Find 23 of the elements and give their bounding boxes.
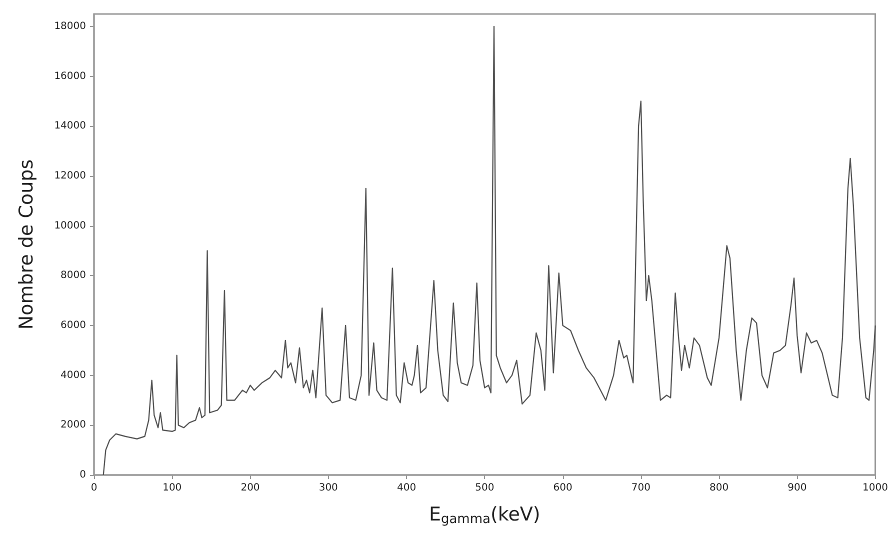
y-tick-label: 18000 <box>54 20 86 32</box>
x-tick-label: 600 <box>553 482 572 494</box>
y-tick-label: 16000 <box>54 70 86 82</box>
line-series <box>102 26 876 476</box>
y-tick-label: 2000 <box>60 420 86 431</box>
x-tick-label: 100 <box>162 482 182 494</box>
x-tick-label: 400 <box>396 482 416 494</box>
y-tick-label: 8000 <box>60 270 86 282</box>
x-tick-label: 900 <box>788 482 807 494</box>
y-tick-label: 6000 <box>60 320 86 331</box>
x-tick-label: 800 <box>709 482 729 494</box>
y-tick-label: 10000 <box>54 220 86 232</box>
x-tick-label: 700 <box>631 482 650 494</box>
y-axis-title: Nombre de Coups <box>16 159 38 330</box>
x-tick-label: 0 <box>90 482 98 494</box>
y-tick-label: 12000 <box>54 170 86 182</box>
x-tick-label: 300 <box>318 482 338 494</box>
x-tick-label: 500 <box>475 482 494 494</box>
x-tick-label: 200 <box>240 482 260 494</box>
y-tick-label: 0 <box>80 470 86 480</box>
x-tick-label: 1000 <box>862 482 888 494</box>
y-tick-label: 4000 <box>60 370 86 381</box>
y-tick-label: 14000 <box>54 120 86 132</box>
